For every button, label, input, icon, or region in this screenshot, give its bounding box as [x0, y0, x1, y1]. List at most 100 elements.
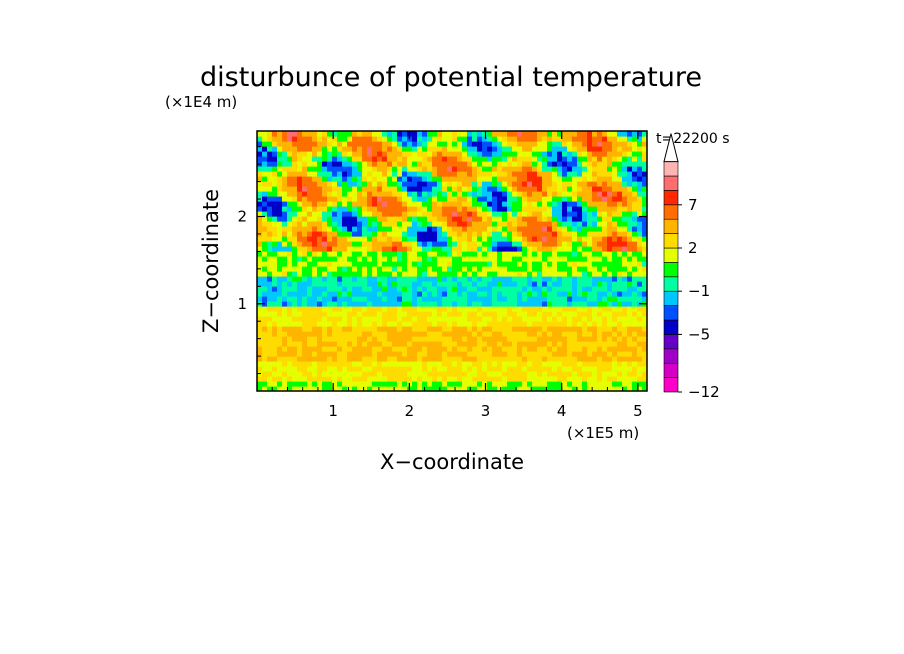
contour-cell	[597, 361, 603, 367]
contour-cell	[572, 341, 578, 347]
contour-cell	[402, 271, 408, 277]
contour-cell	[327, 151, 333, 157]
contour-cell	[622, 271, 628, 277]
contour-cell	[452, 336, 458, 342]
contour-cell	[452, 291, 458, 297]
contour-cell	[457, 176, 463, 182]
contour-cell	[392, 316, 398, 322]
contour-cell	[622, 226, 628, 232]
contour-cell	[537, 226, 543, 232]
contour-cell	[427, 356, 433, 362]
contour-cell	[337, 286, 343, 292]
contour-cell	[262, 131, 268, 137]
contour-cell	[547, 256, 553, 262]
contour-cell	[272, 171, 278, 177]
contour-cell	[612, 161, 618, 167]
contour-cell	[617, 136, 623, 142]
contour-cell	[402, 361, 408, 367]
contour-cell	[572, 211, 578, 217]
contour-cell	[597, 286, 603, 292]
contour-cell	[422, 226, 428, 232]
contour-cell	[297, 146, 303, 152]
contour-cell	[497, 351, 503, 357]
contour-cell	[282, 221, 288, 227]
contour-cell	[482, 316, 488, 322]
contour-cell	[552, 366, 558, 372]
contour-cell	[482, 241, 488, 247]
contour-cell	[487, 381, 493, 387]
contour-cell	[637, 271, 643, 277]
contour-cell	[542, 321, 548, 327]
contour-cell	[557, 351, 563, 357]
contour-cell	[372, 271, 378, 277]
contour-cell	[602, 301, 608, 307]
contour-cell	[547, 241, 553, 247]
contour-cell	[472, 206, 478, 212]
contour-cell	[447, 241, 453, 247]
contour-cell	[377, 136, 383, 142]
contour-cell	[367, 336, 373, 342]
contour-cell	[512, 366, 518, 372]
contour-cell	[352, 271, 358, 277]
contour-cell	[287, 246, 293, 252]
contour-cell	[422, 346, 428, 352]
contour-cell	[332, 356, 338, 362]
contour-cell	[537, 346, 543, 352]
contour-cell	[422, 301, 428, 307]
contour-cell	[307, 386, 313, 391]
contour-cell	[297, 366, 303, 372]
contour-cell	[312, 371, 318, 377]
contour-cell	[412, 376, 418, 382]
contour-cell	[257, 311, 263, 317]
contour-cell	[342, 176, 348, 182]
contour-cell	[607, 156, 613, 162]
contour-cell	[627, 266, 633, 272]
contour-cell	[277, 241, 283, 247]
contour-cell	[507, 131, 513, 137]
contour-cell	[397, 336, 403, 342]
contour-cell	[427, 251, 433, 257]
contour-cell	[352, 206, 358, 212]
contour-cell	[612, 351, 618, 357]
contour-cell	[442, 161, 448, 167]
contour-cell	[397, 196, 403, 202]
contour-cell	[337, 381, 343, 387]
contour-cell	[562, 171, 568, 177]
contour-cell	[292, 376, 298, 382]
contour-cell	[277, 136, 283, 142]
contour-cell	[532, 191, 538, 197]
contour-cell	[512, 256, 518, 262]
contour-cell	[507, 326, 513, 332]
contour-cell	[322, 156, 328, 162]
contour-cell	[257, 151, 263, 157]
contour-cell	[287, 366, 293, 372]
contour-cell	[262, 211, 268, 217]
contour-cell	[277, 236, 283, 242]
contour-cell	[277, 341, 283, 347]
contour-cell	[272, 141, 278, 147]
contour-cell	[467, 226, 473, 232]
contour-cell	[417, 151, 423, 157]
contour-cell	[362, 206, 368, 212]
contour-cell	[637, 331, 643, 337]
contour-cell	[587, 276, 593, 282]
contour-cell	[467, 321, 473, 327]
contour-cell	[542, 251, 548, 257]
contour-cell	[442, 171, 448, 177]
contour-cell	[602, 241, 608, 247]
contour-cell	[547, 286, 553, 292]
contour-cell	[567, 346, 573, 352]
contour-cell	[347, 181, 353, 187]
contour-cell	[287, 166, 293, 172]
contour-cell	[357, 141, 363, 147]
contour-cell	[557, 181, 563, 187]
contour-cell	[467, 311, 473, 317]
contour-cell	[267, 176, 273, 182]
contour-cell	[492, 241, 498, 247]
contour-cell	[487, 276, 493, 282]
contour-cell	[342, 146, 348, 152]
contour-cell	[272, 306, 278, 312]
contour-cell	[622, 136, 628, 142]
contour-cell	[627, 251, 633, 257]
contour-cell	[412, 371, 418, 377]
